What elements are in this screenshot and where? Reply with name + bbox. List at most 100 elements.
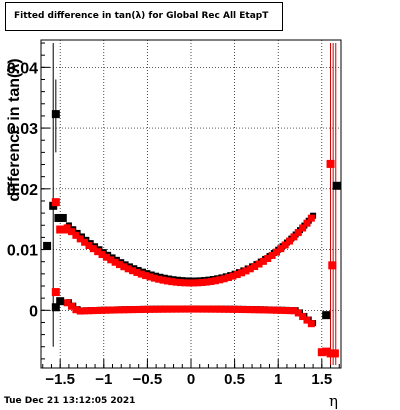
data-point: [51, 198, 60, 207]
data-point: [181, 279, 189, 287]
data-point: [63, 299, 71, 307]
data-point: [233, 271, 241, 279]
data-point: [255, 260, 263, 268]
data-point: [277, 245, 285, 253]
data-point: [203, 305, 211, 313]
y-tick-label: 0.04: [7, 60, 38, 77]
data-point: [129, 306, 137, 314]
data-point: [303, 316, 311, 324]
data-point: [137, 305, 145, 313]
data-point: [120, 263, 128, 271]
data-marks: [43, 43, 341, 365]
data-point: [85, 242, 93, 250]
data-point: [129, 267, 137, 275]
x-tick-label: 1: [274, 371, 282, 388]
data-point: [286, 237, 294, 245]
data-point: [294, 229, 302, 237]
data-point: [76, 235, 84, 243]
data-point: [111, 306, 119, 314]
data-point: [322, 311, 331, 320]
data-point: [51, 288, 60, 297]
data-point: [190, 279, 198, 287]
data-point: [102, 253, 110, 261]
data-point: [81, 307, 89, 315]
data-point: [51, 110, 60, 119]
data-point: [111, 258, 119, 266]
x-tick-label: −1: [95, 371, 112, 388]
data-point: [281, 241, 289, 249]
data-point: [264, 254, 272, 262]
data-point: [317, 348, 326, 357]
y-tick-label: 0.01: [7, 243, 38, 260]
data-point: [242, 267, 250, 275]
data-point: [56, 297, 65, 306]
data-point: [159, 276, 167, 284]
x-axis-label: η: [329, 392, 338, 410]
data-point: [225, 274, 232, 282]
data-point: [330, 349, 339, 358]
x-tick-label: −1.5: [45, 371, 75, 388]
data-point: [51, 303, 60, 312]
data-point: [89, 307, 97, 315]
y-axis-label: difference in tan(λ): [6, 58, 23, 202]
y-tick-label: 0.03: [7, 121, 38, 138]
data-point: [60, 225, 69, 234]
y-tick-label: 0.02: [7, 182, 38, 199]
x-tick-label: 0.5: [224, 371, 245, 388]
data-point: [307, 320, 315, 328]
data-point: [146, 273, 154, 281]
data-point: [328, 261, 337, 270]
data-point: [290, 233, 298, 241]
data-point: [120, 306, 128, 314]
data-point: [194, 305, 202, 313]
data-point: [115, 261, 123, 269]
data-point: [72, 231, 80, 239]
data-point: [155, 275, 163, 283]
data-point: [150, 305, 158, 313]
data-point: [268, 306, 276, 314]
data-point: [251, 263, 259, 271]
y-tick-label: 0: [29, 303, 38, 320]
timestamp: Tue Dec 21 13:12:05 2021: [4, 396, 136, 406]
data-point: [94, 248, 102, 256]
data-point: [272, 248, 280, 256]
data-point: [115, 306, 123, 314]
data-point: [137, 270, 145, 278]
data-point: [168, 278, 176, 286]
data-point: [268, 251, 276, 259]
data-point: [150, 274, 158, 282]
data-point: [107, 256, 115, 264]
data-point: [290, 307, 298, 315]
data-point: [299, 224, 307, 232]
data-point: [98, 251, 106, 259]
data-point: [322, 347, 331, 356]
data-point: [229, 305, 237, 313]
x-tick-label: 1.5: [311, 371, 332, 388]
data-point: [181, 305, 189, 313]
data-point: [203, 278, 211, 286]
x-tick-label: −0.5: [133, 371, 163, 388]
data-point: [168, 305, 176, 313]
plot-frame: [40, 39, 342, 369]
data-point: [85, 307, 93, 315]
data-point: [58, 213, 67, 222]
grid: [41, 40, 341, 368]
data-point: [229, 272, 237, 280]
data-point: [94, 306, 102, 314]
data-point: [211, 305, 219, 313]
data-point: [142, 305, 150, 313]
data-point: [216, 305, 224, 313]
data-point: [307, 214, 315, 222]
chart-title: Fitted difference in tan(λ) for Global R…: [5, 2, 283, 31]
data-point: [286, 307, 294, 315]
data-point: [185, 305, 193, 313]
data-point: [102, 306, 110, 314]
data-point: [89, 245, 97, 253]
data-point: [211, 277, 219, 285]
data-point: [251, 306, 259, 314]
data-point: [172, 305, 180, 313]
data-point: [198, 278, 206, 286]
data-point: [124, 306, 132, 314]
data-point: [332, 181, 341, 190]
data-point: [155, 305, 163, 313]
